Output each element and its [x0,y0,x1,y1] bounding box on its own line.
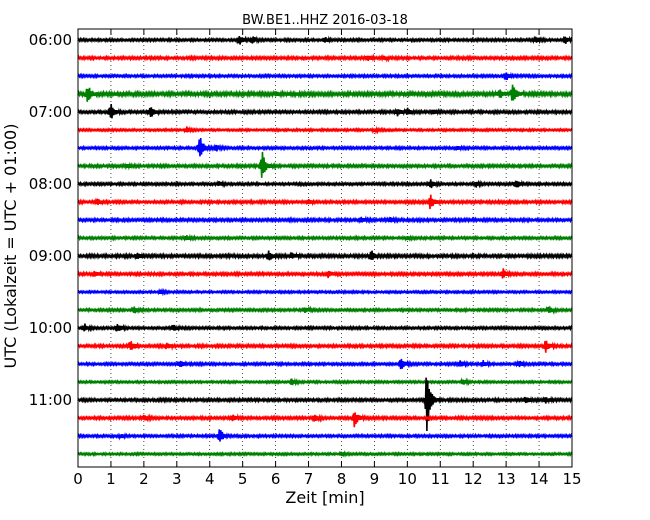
trace-line-0730 [77,138,573,157]
plot-frame [77,28,573,468]
y-tick-label: 09:00 [29,247,72,265]
trace-line-0845 [77,233,573,243]
x-tick-label: 3 [172,470,182,488]
axes-ticks: 0 1 2 3 4 5 6 7 8 9 10 11 12 13 14 1506:0007:0008:0009:… [29,29,582,488]
chart-title: BW.BE1..HHZ 2016-03-18 [242,13,408,28]
traces [77,35,573,458]
y-axis-label: UTC (Lokalzeit = UTC + 01:00) [1,124,20,369]
trace-line-0800 [77,179,573,189]
trace-line-0830 [77,215,573,225]
trace-line-1030 [77,358,573,370]
x-tick-label: 5 [238,470,248,488]
x-tick-label: 11 [431,470,450,488]
x-tick-label: 15 [562,470,581,488]
x-tick-label: 6 [271,470,281,488]
y-tick-label: 06:00 [29,31,72,49]
trace-line-0900 [77,250,573,261]
trace-line-0630 [77,71,573,81]
trace-line-1045 [77,377,573,387]
x-tick-label: 10 [398,470,417,488]
trace-line-1015 [77,340,573,353]
y-tick-label: 11:00 [29,391,72,409]
x-tick-label: 1 [106,470,116,488]
trace-line-0930 [77,287,573,297]
trace-line-0915 [77,268,573,279]
trace-line-0745 [77,151,573,178]
x-tick-label: 9 [370,470,380,488]
y-tick-label: 07:00 [29,103,72,121]
x-tick-label: 12 [464,470,483,488]
trace-line-0615 [77,53,573,63]
trace-line-1145 [77,450,573,458]
trace-line-0945 [77,305,573,315]
x-tick-label: 13 [497,470,516,488]
y-tick-label: 08:00 [29,175,72,193]
trace-line-1130 [77,429,573,442]
trace-line-0600 [77,35,573,45]
x-axis-label: Zeit [min] [285,488,364,507]
trace-line-0715 [77,125,573,135]
trace-line-0700 [77,104,573,119]
y-tick-label: 10:00 [29,319,72,337]
trace-line-0645 [77,84,573,102]
x-tick-label: 4 [205,470,215,488]
x-tick-label: 0 [73,470,83,488]
x-tick-label: 14 [530,470,549,488]
trace-line-0815 [77,194,573,210]
trace-line-1100 [77,377,573,431]
x-tick-label: 8 [337,470,347,488]
trace-line-1000 [77,323,573,333]
x-tick-label: 2 [139,470,149,488]
x-tick-label: 7 [304,470,314,488]
trace-line-1115 [77,412,573,428]
